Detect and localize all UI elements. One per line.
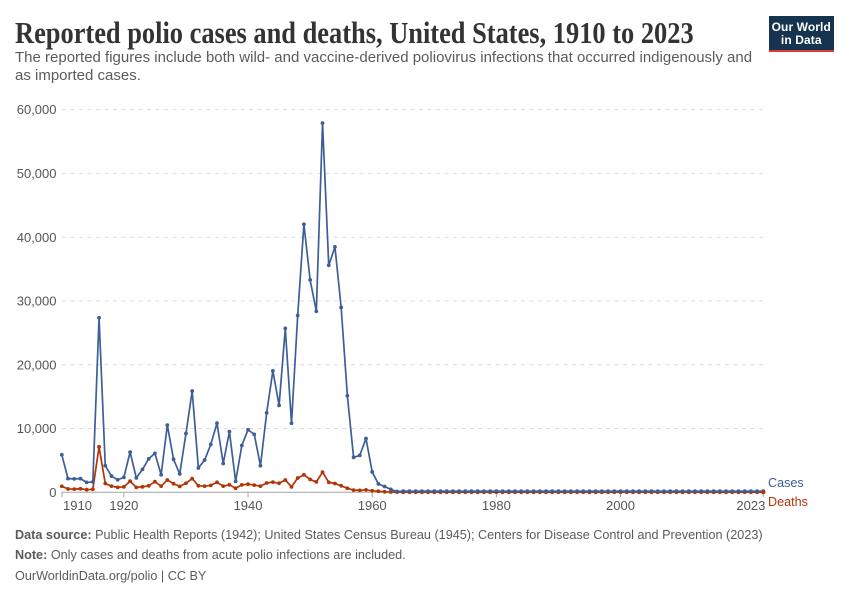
- svg-text:2000: 2000: [606, 498, 635, 513]
- svg-text:1980: 1980: [482, 498, 511, 513]
- svg-text:1910: 1910: [63, 498, 92, 513]
- svg-text:1920: 1920: [109, 498, 138, 513]
- svg-text:10,000: 10,000: [17, 421, 57, 436]
- svg-text:20,000: 20,000: [17, 357, 57, 372]
- svg-text:2023: 2023: [736, 498, 765, 513]
- svg-text:0: 0: [49, 485, 56, 500]
- svg-text:Deaths: Deaths: [768, 495, 808, 509]
- svg-text:1960: 1960: [358, 498, 387, 513]
- svg-text:1940: 1940: [234, 498, 263, 513]
- svg-text:30,000: 30,000: [17, 294, 57, 309]
- svg-text:60,000: 60,000: [17, 102, 57, 117]
- svg-text:50,000: 50,000: [17, 166, 57, 181]
- svg-text:Cases: Cases: [768, 476, 804, 490]
- svg-text:40,000: 40,000: [17, 230, 57, 245]
